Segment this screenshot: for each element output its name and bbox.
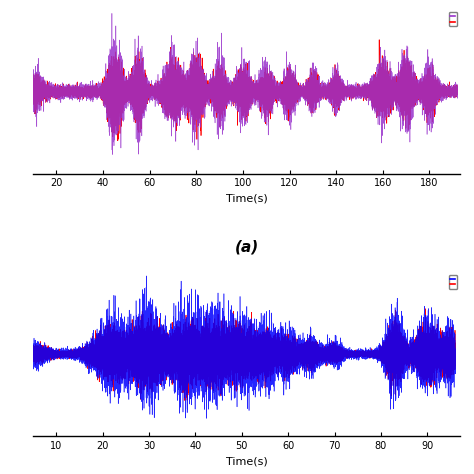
X-axis label: Time(s): Time(s)	[226, 194, 267, 204]
Legend: , : ,	[449, 12, 457, 27]
Text: (a): (a)	[234, 239, 259, 254]
Legend: , : ,	[449, 275, 457, 289]
X-axis label: Time(s): Time(s)	[226, 456, 267, 466]
